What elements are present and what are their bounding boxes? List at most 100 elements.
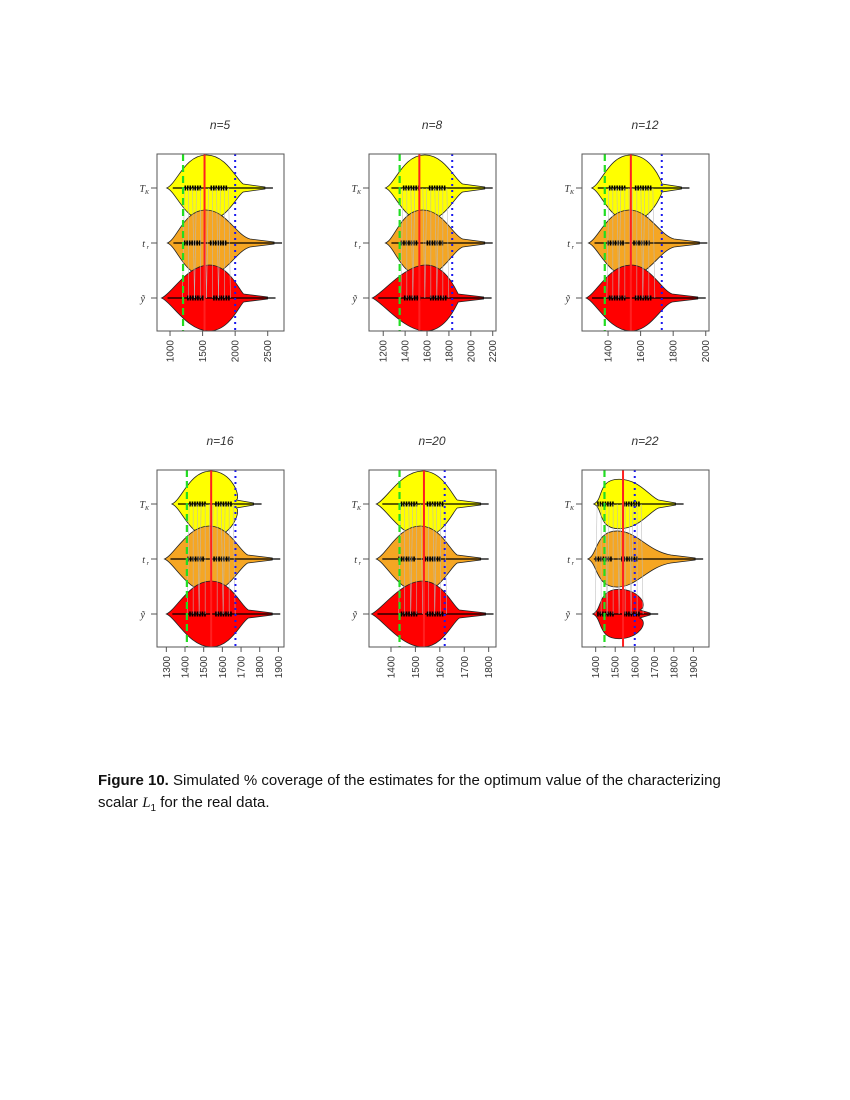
svg-text:K: K bbox=[356, 506, 362, 512]
violin-ỹ bbox=[371, 264, 492, 332]
category-label: ỹ bbox=[140, 294, 146, 305]
x-tick-label: 1400 bbox=[181, 656, 192, 679]
svg-text:r: r bbox=[359, 245, 362, 251]
svg-text:K: K bbox=[569, 190, 575, 196]
svg-text:K: K bbox=[356, 190, 362, 196]
violin-t_r bbox=[587, 209, 708, 277]
x-tick-label: 1800 bbox=[255, 656, 266, 679]
category-label: t bbox=[354, 239, 357, 250]
svg-text:K: K bbox=[144, 190, 150, 196]
category-label: t bbox=[142, 555, 145, 566]
x-tick-label: 1800 bbox=[669, 656, 680, 679]
panel-title: n=5 bbox=[209, 118, 231, 132]
category-label: ỹ bbox=[565, 610, 571, 621]
violin-t_r bbox=[384, 209, 493, 277]
category-label: T bbox=[564, 184, 571, 195]
x-tick-label: 1900 bbox=[689, 656, 700, 679]
category-label: T bbox=[351, 500, 358, 511]
x-tick-label: 1600 bbox=[423, 340, 434, 363]
caption-text-line2a: scalar bbox=[98, 794, 143, 811]
plot-frame bbox=[156, 153, 285, 332]
x-tick-label: 1500 bbox=[411, 656, 422, 679]
x-tick-label: 1900 bbox=[274, 656, 285, 679]
plot-frame bbox=[581, 153, 710, 332]
caption-math-L: L bbox=[142, 795, 151, 811]
panel-title: n=16 bbox=[206, 434, 234, 448]
caption-text-line2b: for the real data. bbox=[156, 794, 270, 811]
violin-ỹ bbox=[370, 580, 494, 648]
panel-title: n=22 bbox=[631, 434, 659, 448]
x-tick-label: 2200 bbox=[488, 340, 499, 363]
category-label: ỹ bbox=[352, 610, 358, 621]
category-label: t bbox=[567, 555, 570, 566]
svg-text:r: r bbox=[572, 245, 575, 251]
violin-T_K bbox=[375, 470, 489, 538]
x-tick-label: 1200 bbox=[379, 340, 390, 363]
category-label: ỹ bbox=[140, 610, 146, 621]
violin-ỹ bbox=[160, 264, 276, 332]
panel-title: n=20 bbox=[418, 434, 446, 448]
x-tick-label: 1400 bbox=[401, 340, 412, 363]
violin-T_K bbox=[590, 154, 690, 222]
x-tick-label: 1600 bbox=[218, 656, 229, 679]
svg-text:r: r bbox=[147, 561, 150, 567]
x-tick-label: 1600 bbox=[636, 340, 647, 363]
plot-frame bbox=[581, 469, 710, 648]
x-tick-label: 1400 bbox=[591, 656, 602, 679]
violin-plot: T Kt r ỹ 1000 1500 2000 2500 bbox=[139, 153, 285, 363]
x-tick-label: 1700 bbox=[237, 656, 248, 679]
x-tick-label: 1400 bbox=[604, 340, 615, 363]
plot-frame bbox=[368, 469, 497, 648]
violin-t_r bbox=[375, 525, 489, 593]
x-tick-label: 2000 bbox=[231, 340, 242, 363]
x-tick-label: 1800 bbox=[484, 656, 495, 679]
x-tick-label: 1600 bbox=[435, 656, 446, 679]
panel-title: n=8 bbox=[421, 118, 443, 132]
x-tick-label: 1700 bbox=[460, 656, 471, 679]
category-label: ỹ bbox=[565, 294, 571, 305]
plot-frame bbox=[156, 469, 285, 648]
x-tick-label: 1800 bbox=[669, 340, 680, 363]
svg-text:r: r bbox=[359, 561, 362, 567]
violin-T_K bbox=[592, 478, 684, 530]
violin-plot: T Kt r ỹ 1300 1400 1500 1600 1700 1800 1900 bbox=[139, 469, 285, 679]
violin-T_K bbox=[384, 154, 493, 222]
caption-text-line1: Simulated % coverage of the estimates fo… bbox=[168, 772, 721, 789]
category-label: T bbox=[351, 184, 358, 195]
panel-title: n=12 bbox=[631, 118, 659, 132]
x-tick-label: 1400 bbox=[386, 656, 397, 679]
x-tick-label: 2000 bbox=[701, 340, 712, 363]
svg-text:K: K bbox=[144, 506, 150, 512]
x-tick-label: 1000 bbox=[166, 340, 177, 363]
violin-plot: T Kt r ỹ 1400 1600 1800 2000 bbox=[564, 153, 712, 363]
x-tick-label: 1500 bbox=[199, 656, 210, 679]
category-label: t bbox=[567, 239, 570, 250]
category-label: T bbox=[564, 500, 571, 511]
category-label: t bbox=[142, 239, 145, 250]
x-tick-label: 1700 bbox=[650, 656, 661, 679]
category-label: ỹ bbox=[352, 294, 358, 305]
violin-plot: T Kt r ỹ 1400 1500 1600 1700 1800 bbox=[351, 469, 497, 679]
violin-ỹ bbox=[591, 588, 659, 640]
svg-text:r: r bbox=[147, 245, 150, 251]
violin-plot: T Kt r ỹ 1200 1400 1600 1800 2000 2200 bbox=[351, 153, 499, 363]
x-tick-label: 1600 bbox=[630, 656, 641, 679]
caption-label: Figure 10. bbox=[98, 772, 169, 789]
x-tick-label: 2500 bbox=[263, 340, 274, 363]
x-tick-label: 1300 bbox=[162, 656, 173, 679]
x-tick-label: 1500 bbox=[611, 656, 622, 679]
violin-T_K bbox=[165, 154, 273, 222]
figure-caption: Figure 10. Simulated % coverage of the e… bbox=[98, 770, 758, 820]
x-tick-label: 2000 bbox=[466, 340, 477, 363]
plot-frame bbox=[368, 153, 497, 332]
violin-ỹ bbox=[165, 580, 281, 648]
category-label: t bbox=[354, 555, 357, 566]
x-tick-label: 1500 bbox=[198, 340, 209, 363]
category-label: T bbox=[139, 500, 146, 511]
